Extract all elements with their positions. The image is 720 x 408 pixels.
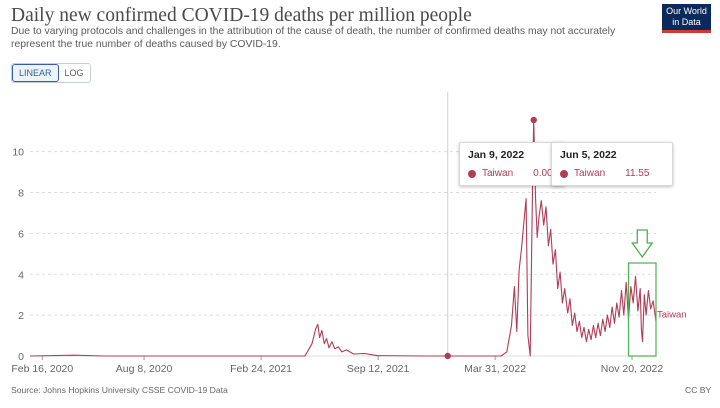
chart-title: Daily new confirmed COVID-19 deaths per … xyxy=(11,5,472,26)
x-tick-label: Nov 20, 2022 xyxy=(601,363,664,375)
tooltip-country: Taiwan xyxy=(482,168,514,179)
series-dot-icon xyxy=(560,169,568,178)
linear-scale-button[interactable]: LINEAR xyxy=(12,64,59,82)
y-tick-label: 10 xyxy=(12,147,24,159)
tooltip-jan-9-2022: Jan 9, 2022 Taiwan 0.00 xyxy=(459,142,565,186)
y-tick-label: 0 xyxy=(18,351,24,363)
scale-toggle: LINEAR LOG xyxy=(11,63,91,83)
logo-line-1: Our World xyxy=(666,6,707,16)
tooltip-row: Taiwan 0.00 xyxy=(468,168,556,179)
x-axis-ticks: Feb 16, 2020 Aug 8, 2020 Feb 24, 2021 Sep 1… xyxy=(11,356,663,375)
log-scale-button[interactable]: LOG xyxy=(58,64,90,82)
annotation-layer xyxy=(627,229,657,357)
tooltip-date: Jun 5, 2022 xyxy=(560,149,617,161)
series-dot-icon xyxy=(468,169,476,178)
y-axis-ticks: 0 2 4 6 8 10 xyxy=(12,147,24,363)
logo-line-2: in Data xyxy=(672,16,701,27)
y-tick-label: 8 xyxy=(18,188,24,200)
y-tick-label: 2 xyxy=(18,310,24,322)
y-tick-label: 6 xyxy=(18,228,24,240)
owid-logo[interactable]: Our World in Data xyxy=(662,4,711,33)
tooltip-row: Taiwan 11.55 xyxy=(560,168,664,179)
series-line-taiwan xyxy=(29,119,657,357)
tooltip-date: Jan 9, 2022 xyxy=(468,149,525,161)
annotation-box xyxy=(627,262,657,357)
chart-subtitle: Due to varying protocols and challenges … xyxy=(11,26,616,50)
source-note[interactable]: Source: Johns Hopkins University CSSE CO… xyxy=(11,385,228,395)
y-tick-label: 4 xyxy=(18,269,24,281)
highlight-point xyxy=(530,116,537,124)
license-label[interactable]: CC BY xyxy=(685,385,712,395)
series-label-taiwan[interactable]: Taiwan xyxy=(657,309,687,320)
x-tick-label: Feb 16, 2020 xyxy=(11,363,73,375)
x-tick-label: Feb 24, 2021 xyxy=(230,363,292,375)
tooltip-value: 11.55 xyxy=(625,168,650,179)
tooltip-country: Taiwan xyxy=(574,168,606,179)
x-tick-label: Sep 12, 2021 xyxy=(347,363,410,375)
tooltip-value: 0.00 xyxy=(533,168,553,179)
highlight-markers xyxy=(444,116,537,360)
annotation-arrow-icon xyxy=(630,229,654,259)
x-tick-label: Aug 8, 2020 xyxy=(116,363,173,375)
x-tick-label: Mar 31, 2022 xyxy=(464,363,526,375)
tooltip-jun-5-2022: Jun 5, 2022 Taiwan 11.55 xyxy=(551,142,673,186)
highlight-point xyxy=(444,352,451,360)
series-layer xyxy=(29,119,657,357)
